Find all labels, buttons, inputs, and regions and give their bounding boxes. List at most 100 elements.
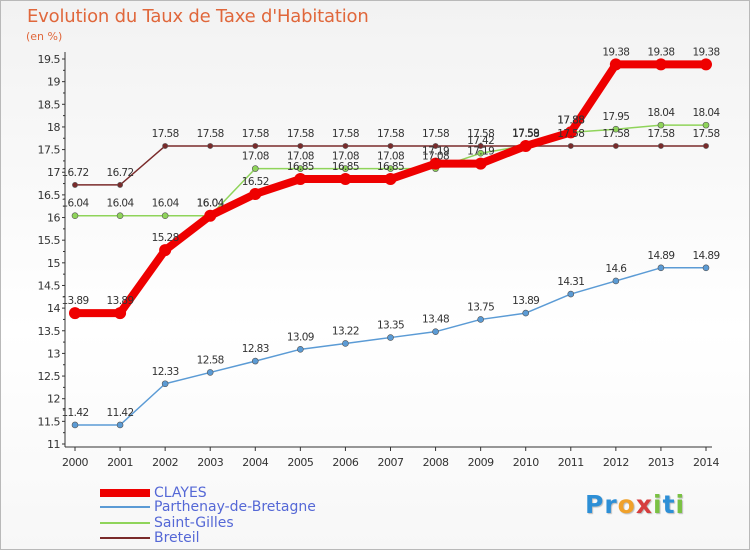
data-point-saint-gilles [657, 121, 665, 129]
logo-letter: i [675, 490, 686, 519]
data-label-clayes: 19.38 [647, 46, 674, 58]
series-line-parthenay-de-bretagne [74, 267, 707, 426]
x-tick-label: 2003 [197, 456, 223, 469]
x-tick-label: 2011 [558, 456, 584, 469]
data-point-clayes [339, 173, 352, 186]
unit-label: (en %) [26, 30, 63, 43]
data-point-saint-gilles [297, 165, 304, 172]
data-label-parthenay-de-bretagne: 14.89 [692, 250, 719, 262]
data-point-clayes [159, 244, 172, 257]
x-tick-label: 2008 [423, 456, 449, 469]
y-tick-label: 16.5 [38, 189, 61, 202]
data-point-breteil [342, 143, 349, 149]
data-label-clayes: 13.89 [61, 295, 88, 307]
data-point-breteil [567, 143, 574, 149]
data-point-clayes [564, 126, 577, 139]
data-label-breteil: 17.58 [152, 128, 179, 140]
data-label-clayes: 19.38 [692, 46, 719, 58]
data-point-breteil [612, 143, 619, 149]
data-label-saint-gilles: 18.04 [692, 107, 720, 119]
data-label-saint-gilles: 17.08 [377, 151, 404, 163]
data-point-parthenay-de-bretagne [116, 421, 124, 429]
data-label-clayes: 16.52 [242, 176, 269, 188]
y-tick-label: 17.5 [38, 144, 61, 157]
data-label-clayes: 16.85 [287, 161, 314, 173]
data-point-clayes [114, 307, 127, 320]
data-label-breteil: 16.72 [107, 167, 134, 179]
data-point-clayes [654, 58, 667, 71]
data-label-breteil: 17.58 [377, 128, 404, 140]
data-label-parthenay-de-bretagne: 12.58 [197, 354, 224, 366]
data-label-clayes: 17.58 [512, 128, 539, 140]
data-point-saint-gilles [71, 212, 79, 220]
data-label-clayes: 17.19 [467, 146, 494, 158]
data-label-breteil: 17.58 [602, 128, 629, 140]
data-point-parthenay-de-bretagne [161, 380, 169, 388]
data-point-breteil [387, 143, 394, 149]
data-point-saint-gilles [342, 165, 349, 172]
y-tick-label: 14 [47, 302, 60, 315]
data-point-parthenay-de-bretagne [342, 340, 349, 347]
data-label-parthenay-de-bretagne: 14.89 [647, 250, 674, 262]
x-tick-label: 2009 [468, 456, 494, 469]
data-point-parthenay-de-bretagne [477, 316, 484, 323]
data-point-breteil [703, 143, 709, 149]
data-point-saint-gilles [251, 165, 259, 172]
x-tick-label: 2002 [152, 456, 178, 469]
data-label-breteil: 17.58 [557, 128, 584, 140]
data-label-clayes: 19.38 [602, 46, 629, 58]
data-label-saint-gilles: 18.04 [647, 107, 675, 119]
y-tick-label: 18.5 [38, 98, 61, 111]
data-label-parthenay-de-bretagne: 12.83 [242, 343, 269, 355]
data-label-breteil: 17.58 [512, 128, 539, 140]
data-point-saint-gilles [387, 165, 394, 172]
data-point-saint-gilles [612, 125, 620, 133]
legend-label-saint-gilles: Saint-Gilles [154, 515, 234, 531]
y-tick-label: 15 [47, 257, 60, 270]
y-tick-label: 11.5 [38, 415, 61, 428]
data-point-clayes [519, 139, 532, 152]
data-point-breteil [207, 143, 214, 149]
data-label-clayes: 16.85 [332, 161, 359, 173]
x-tick-label: 2005 [287, 456, 313, 469]
data-point-breteil [477, 143, 484, 149]
y-tick-label: 11 [47, 438, 60, 451]
data-point-saint-gilles [161, 212, 169, 220]
y-tick-label: 19 [47, 76, 60, 89]
data-label-breteil: 16.72 [61, 167, 88, 179]
data-point-saint-gilles [702, 121, 710, 129]
legend-swatch-parthenay [100, 506, 150, 508]
data-point-breteil [72, 182, 78, 188]
y-tick-label: 12.5 [38, 370, 61, 383]
data-point-parthenay-de-bretagne [251, 357, 259, 365]
legend-item-breteil: Breteil [100, 531, 200, 545]
y-tick-label: 15.5 [38, 234, 61, 247]
data-label-parthenay-de-bretagne: 12.33 [152, 366, 179, 378]
proxiti-logo: Proxiti [585, 490, 685, 519]
data-label-parthenay-de-bretagne: 13.35 [377, 320, 404, 332]
data-label-clayes: 16.85 [377, 161, 404, 173]
logo-letter: r [604, 490, 618, 519]
x-tick-label: 2013 [648, 456, 674, 469]
data-point-parthenay-de-bretagne [297, 346, 304, 353]
data-label-parthenay-de-bretagne: 13.22 [332, 325, 359, 337]
y-tick-label: 19.5 [38, 53, 61, 66]
data-point-parthenay-de-bretagne [206, 369, 214, 376]
y-tick-label: 16 [47, 212, 60, 225]
x-tick-label: 2000 [62, 456, 88, 469]
data-label-saint-gilles: 17.08 [422, 151, 449, 163]
data-point-breteil [117, 182, 123, 188]
data-label-breteil: 17.58 [692, 128, 719, 140]
data-point-clayes [474, 157, 487, 170]
data-label-parthenay-de-bretagne: 13.09 [287, 331, 314, 343]
data-label-saint-gilles: 16.04 [107, 198, 135, 210]
data-point-parthenay-de-bretagne [567, 290, 575, 298]
data-point-clayes [429, 157, 442, 170]
data-label-saint-gilles: 16.04 [152, 198, 180, 210]
data-label-parthenay-de-bretagne: 11.42 [61, 407, 88, 419]
data-label-parthenay-de-bretagne: 14.6 [605, 263, 627, 275]
legend-swatch-saint-gilles [100, 522, 150, 524]
data-label-clayes: 17.88 [557, 114, 584, 126]
